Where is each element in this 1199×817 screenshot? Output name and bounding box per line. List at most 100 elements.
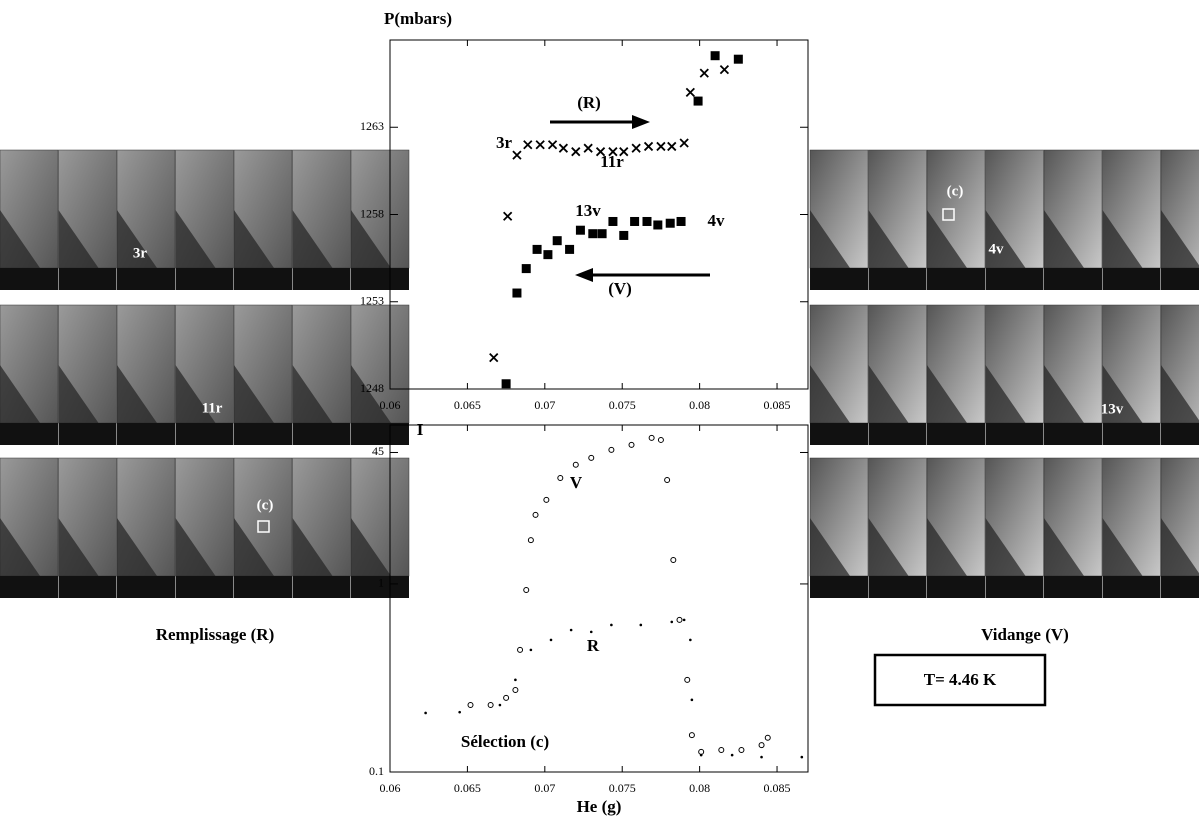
frame-shadow xyxy=(985,518,1026,576)
point xyxy=(689,638,692,642)
point xyxy=(532,244,542,254)
temperature-box xyxy=(873,653,1047,707)
frame-shadow xyxy=(1102,365,1143,423)
x-tick-label: 0.06 xyxy=(380,781,401,795)
point xyxy=(628,441,635,448)
frame-info-strip xyxy=(868,423,927,445)
point xyxy=(547,140,558,150)
point xyxy=(588,454,595,461)
point xyxy=(503,211,513,221)
frame-shadow xyxy=(810,210,850,268)
point xyxy=(543,250,553,260)
point xyxy=(718,746,725,753)
point xyxy=(676,616,683,623)
x-tick-label: 0.065 xyxy=(454,781,481,795)
frame-info-strip xyxy=(868,268,927,290)
temperature-label: T= 4.46 K xyxy=(924,670,997,689)
point xyxy=(619,147,629,157)
point xyxy=(667,141,677,152)
x-axis-label: He (g) xyxy=(577,797,622,816)
point xyxy=(684,676,691,683)
point xyxy=(690,698,694,702)
annotation: 11r xyxy=(600,152,624,171)
point xyxy=(699,68,709,78)
frame-shadow xyxy=(292,518,333,576)
point xyxy=(608,216,618,226)
frame-shadow xyxy=(58,518,99,576)
annotation: Sélection (c) xyxy=(461,732,549,751)
point xyxy=(532,511,539,518)
point xyxy=(512,288,522,298)
point xyxy=(543,496,550,503)
point xyxy=(512,150,522,160)
frame-info-strip xyxy=(868,576,927,598)
point xyxy=(608,446,615,453)
frame-label: (c) xyxy=(947,183,964,199)
frame-shadow xyxy=(1102,210,1143,268)
frame-info-strip xyxy=(117,423,175,445)
point xyxy=(558,143,569,153)
point xyxy=(575,225,585,235)
point xyxy=(710,51,720,61)
y-tick-label: 45 xyxy=(372,444,384,458)
annotation: (V) xyxy=(608,279,632,298)
annotation: (R) xyxy=(577,93,601,112)
frame-label: 4v xyxy=(989,241,1005,257)
frame-shadow xyxy=(1044,365,1084,423)
point xyxy=(467,702,474,709)
frame-shadow xyxy=(234,518,274,576)
point xyxy=(487,702,494,709)
point xyxy=(501,379,511,389)
frame-shadow xyxy=(175,518,216,576)
frame-info-strip xyxy=(1161,423,1199,445)
point xyxy=(588,229,598,239)
point xyxy=(517,646,524,653)
right-caption: Vidange (V) xyxy=(981,625,1069,644)
frame-shadow xyxy=(117,518,157,576)
frame-shadow xyxy=(0,365,40,423)
frame-shadow xyxy=(234,365,274,423)
frame-shadow xyxy=(1161,518,1199,576)
series-label: V xyxy=(570,473,583,492)
point xyxy=(498,703,502,707)
frame-label: 13v xyxy=(1101,401,1124,417)
frame-info-strip xyxy=(117,576,175,598)
frame-info-strip xyxy=(1161,576,1199,598)
x-tick-label: 0.06 xyxy=(380,398,401,412)
x-tick-label: 0.07 xyxy=(534,398,555,412)
frame-info-strip xyxy=(1102,423,1161,445)
point xyxy=(514,678,517,682)
frame-info-strip xyxy=(175,423,234,445)
point xyxy=(682,618,686,622)
frame-info-strip xyxy=(0,423,58,445)
point xyxy=(610,623,613,627)
frame-info-strip xyxy=(985,576,1044,598)
frame-shadow xyxy=(927,210,967,268)
point xyxy=(503,694,510,701)
point xyxy=(523,586,530,593)
frame-info-strip xyxy=(58,268,117,290)
point xyxy=(589,630,593,634)
annotation: 13v xyxy=(575,201,601,220)
point xyxy=(643,141,654,152)
frame-shadow xyxy=(117,365,157,423)
y-axis-label: P(mbars) xyxy=(384,9,452,28)
frame-label: 3r xyxy=(133,245,148,261)
frame-info-strip xyxy=(175,268,234,290)
frame-info-strip xyxy=(58,576,117,598)
frame-shadow xyxy=(351,365,391,423)
point xyxy=(656,141,666,152)
frame-shadow xyxy=(1102,518,1143,576)
frame-shadow xyxy=(175,365,216,423)
frame-info-strip xyxy=(985,423,1044,445)
point xyxy=(719,65,730,75)
frame-info-strip xyxy=(1044,423,1102,445)
point xyxy=(698,748,705,755)
y-tick-label: 1 xyxy=(378,576,384,590)
frame-shadow xyxy=(927,518,967,576)
point xyxy=(679,138,689,148)
point xyxy=(670,557,677,564)
frame-info-strip xyxy=(1044,576,1102,598)
point xyxy=(664,476,671,483)
